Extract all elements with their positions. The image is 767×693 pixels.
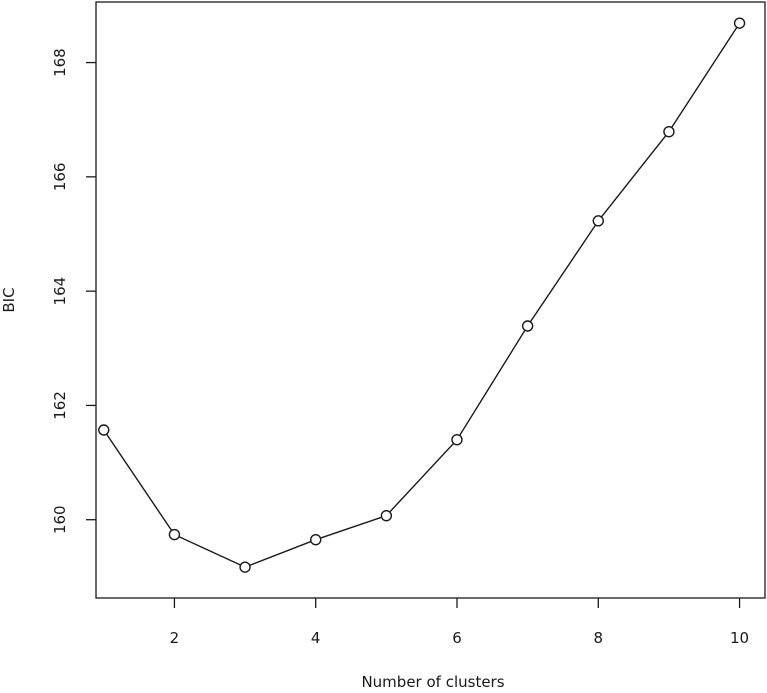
x-tick-label: 4 xyxy=(311,629,321,647)
x-tick-label: 2 xyxy=(170,629,180,647)
plot-frame xyxy=(95,1,766,599)
data-point xyxy=(98,424,110,436)
data-point xyxy=(592,215,604,227)
x-tick-label: 10 xyxy=(730,629,749,647)
x-tick-label: 8 xyxy=(594,629,604,647)
y-tick-label: 168 xyxy=(51,48,69,77)
y-axis: 160 162 164 166 168 xyxy=(51,48,96,534)
data-point xyxy=(521,320,534,332)
data-point xyxy=(451,434,463,446)
data-point xyxy=(310,534,322,546)
data-points xyxy=(98,17,746,573)
y-tick-label: 160 xyxy=(51,505,69,534)
series-line xyxy=(103,22,741,568)
y-tick-label: 162 xyxy=(51,391,69,420)
data-point xyxy=(663,126,675,138)
data-point xyxy=(239,561,251,573)
y-tick-label: 164 xyxy=(51,277,69,306)
data-point xyxy=(733,17,746,29)
x-tick-label: 6 xyxy=(452,629,462,647)
x-axis-label: Number of clusters xyxy=(361,673,504,691)
y-tick-label: 166 xyxy=(51,163,69,192)
x-axis: 2 4 6 8 10 xyxy=(170,598,749,647)
y-axis-label: BIC xyxy=(0,287,18,312)
data-point xyxy=(380,510,393,522)
data-point xyxy=(168,528,181,541)
